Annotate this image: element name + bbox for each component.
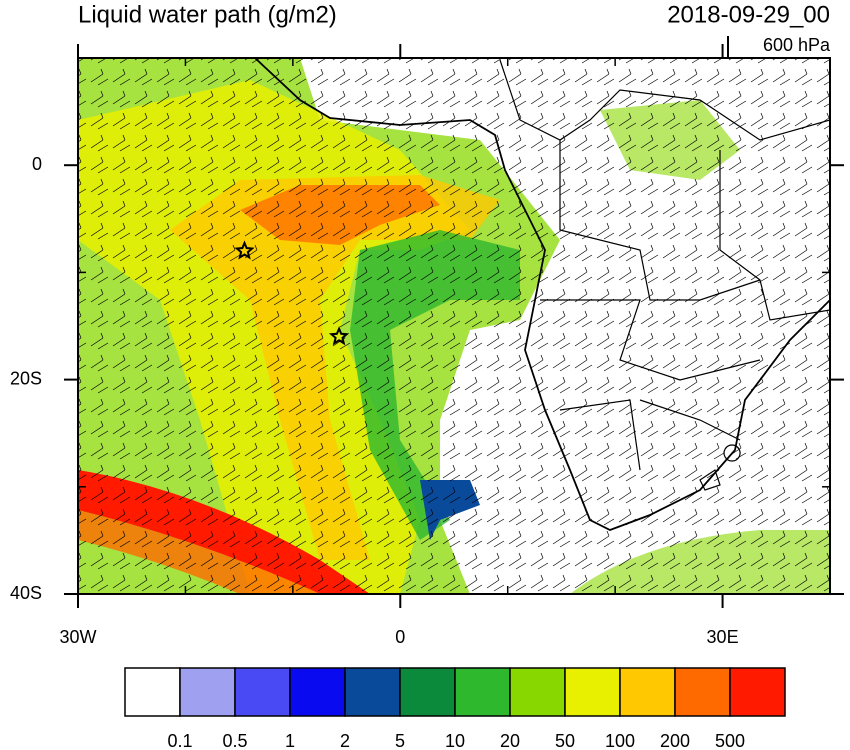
- colorbar: 0.1 0.5 1 2 5 10 20 50 100 200 500: [124, 667, 786, 750]
- colorbar-box: [564, 667, 621, 717]
- x-tick-label: 30W: [59, 627, 96, 647]
- colorbar-box: [619, 667, 676, 717]
- borders: [699, 444, 741, 491]
- axes: 30W 0 30E 0 20S 40S: [10, 44, 844, 647]
- map-field: [78, 58, 830, 594]
- colorbar-box: [234, 667, 291, 717]
- colorbar-label: 2: [340, 731, 350, 750]
- colorbar-label: 500: [715, 731, 745, 750]
- colorbar-label: 5: [395, 731, 405, 750]
- colorbar-label: 0.1: [167, 731, 192, 750]
- level: 600 hPa: [763, 35, 831, 55]
- colorbar-label: 200: [660, 731, 690, 750]
- colorbar-label: 1: [285, 731, 295, 750]
- colorbar-label: 20: [500, 731, 520, 750]
- site-marker: [328, 326, 350, 346]
- colorbar-box: [674, 667, 731, 717]
- colorbar-box: [179, 667, 236, 717]
- colorbar-box: [344, 667, 401, 717]
- borders: [499, 59, 830, 471]
- colorbar-label: 10: [445, 731, 465, 750]
- wind-barbs: [78, 58, 830, 594]
- colorbar-box: [289, 667, 346, 717]
- y-tick-label: 40S: [10, 583, 42, 603]
- coastline: [254, 58, 830, 531]
- x-tick-label: 0: [395, 627, 405, 647]
- colorbar-label: 50: [555, 731, 575, 750]
- colorbar-box: [454, 667, 511, 717]
- x-tick-label: 30E: [707, 627, 739, 647]
- map-frame: [77, 57, 831, 595]
- colorbar-box: [729, 667, 786, 717]
- y-tick-label: 0: [32, 154, 42, 174]
- y-tick-label: 20S: [10, 368, 42, 388]
- colorbar-label: 0.5: [222, 731, 247, 750]
- colorbar-box: [124, 667, 181, 717]
- title: Liquid water path (g/m2): [78, 1, 337, 28]
- colorbar-box: [509, 667, 566, 717]
- date: 2018-09-29_00: [667, 1, 830, 28]
- colorbar-label: 100: [605, 731, 635, 750]
- colorbar-box: [399, 667, 456, 717]
- site-marker: [234, 240, 255, 260]
